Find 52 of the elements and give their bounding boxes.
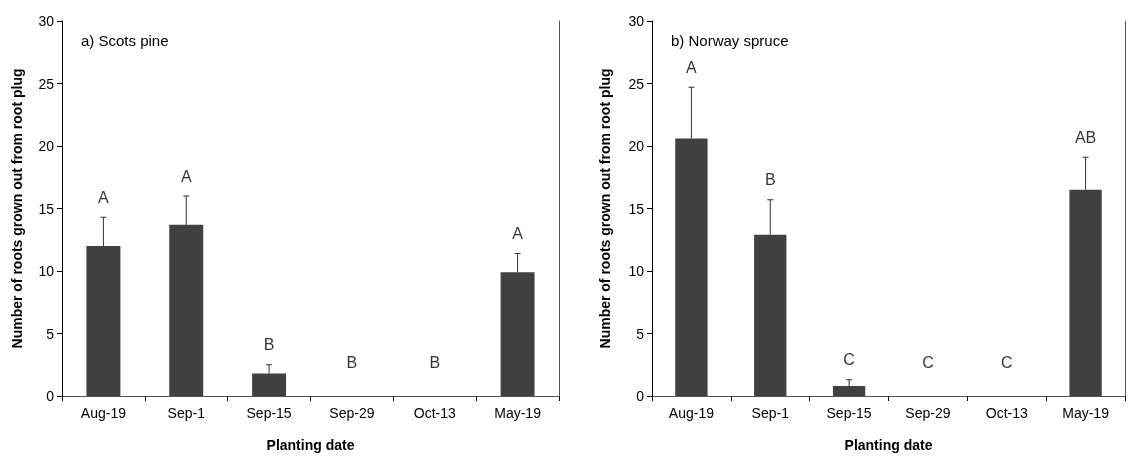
bar — [500, 272, 535, 396]
annotation: B — [346, 353, 358, 371]
x-tick-label: Sep-29 — [905, 405, 951, 421]
y-tick-label: 20 — [38, 138, 55, 154]
bar — [832, 386, 866, 396]
annotation: A — [180, 167, 192, 185]
annotation: B — [764, 171, 776, 189]
annotation: B — [429, 353, 441, 371]
y-tick-label: 15 — [628, 200, 645, 217]
bar — [169, 224, 204, 396]
x-tick-label: May-19 — [494, 405, 542, 421]
bar — [86, 246, 121, 396]
annotation: C — [1000, 353, 1013, 371]
y-tick-label: 5 — [46, 325, 55, 342]
annotation: AB — [1074, 128, 1097, 146]
y-axis-title: Number of roots grown out from root plug — [9, 68, 25, 349]
y-tick-label: 0 — [46, 388, 55, 404]
annotation: C — [922, 353, 934, 371]
text: a) Scots pine — [81, 32, 169, 49]
y-tick-label: 10 — [628, 263, 645, 279]
x-tick-label: Sep-1 — [751, 405, 790, 421]
annotation: B — [263, 336, 275, 354]
x-axis-title: Planting date — [844, 437, 933, 453]
x-tick-label: Sep-1 — [167, 405, 206, 421]
bar — [675, 138, 708, 396]
annotation: C — [843, 351, 855, 369]
annotation: A — [98, 188, 110, 206]
x-tick-label: Oct-13 — [985, 405, 1028, 421]
y-tick-label: 20 — [628, 138, 645, 154]
x-tick-label: Aug-19 — [668, 405, 715, 421]
annotation: A — [686, 58, 698, 76]
y-tick-label: 25 — [628, 75, 645, 92]
y-tick-label: 15 — [38, 200, 55, 217]
y-tick-label: 25 — [38, 75, 55, 92]
y-tick-label: 10 — [38, 263, 55, 279]
y-tick-label: 30 — [628, 13, 645, 29]
y-axis-title: Number of roots grown out from root plug — [597, 68, 613, 349]
bar — [1069, 189, 1102, 396]
text: b) Norway spruce — [671, 32, 789, 49]
x-tick-label: Sep-15 — [826, 405, 872, 421]
y-tick-label: 0 — [636, 388, 645, 404]
bar — [754, 234, 787, 396]
x-axis-title: Planting date — [266, 437, 355, 453]
annotation: A — [512, 225, 524, 242]
x-tick-label: Sep-15 — [246, 405, 292, 421]
x-tick-label: Sep-29 — [329, 405, 375, 421]
bar — [252, 373, 287, 396]
y-tick-label: 5 — [636, 325, 645, 342]
x-tick-label: May-19 — [1062, 405, 1110, 421]
x-tick-label: Aug-19 — [80, 405, 127, 421]
y-tick-label: 30 — [38, 13, 55, 29]
x-tick-label: Oct-13 — [413, 405, 456, 421]
